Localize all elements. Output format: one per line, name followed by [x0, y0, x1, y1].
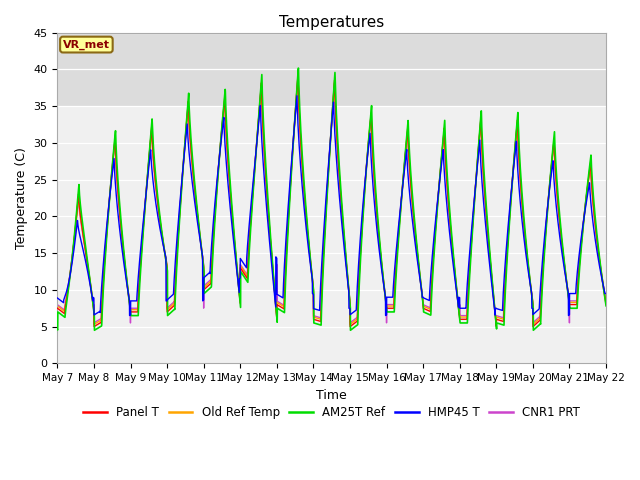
Legend: Panel T, Old Ref Temp, AM25T Ref, HMP45 T, CNR1 PRT: Panel T, Old Ref Temp, AM25T Ref, HMP45 … [79, 401, 585, 424]
HMP45 T [558, 252, 566, 257]
HMP45 T [586, 180, 593, 186]
CNR1 PRT [314, 314, 322, 320]
Line: CNR1 PRT: CNR1 PRT [58, 79, 606, 323]
CNR1 PRT [284, 217, 292, 223]
X-axis label: Time: Time [316, 389, 347, 402]
Text: VR_met: VR_met [63, 39, 110, 50]
CNR1 PRT [289, 149, 296, 155]
Panel T [294, 71, 302, 77]
Line: HMP45 T: HMP45 T [58, 96, 606, 315]
CNR1 PRT [127, 320, 134, 326]
HMP45 T [54, 295, 61, 301]
AM25T Ref [289, 156, 296, 161]
Bar [58, 33, 606, 106]
Panel T [558, 243, 566, 249]
Panel T [284, 224, 292, 229]
Old Ref Temp [294, 73, 302, 79]
Panel T [314, 318, 322, 324]
Old Ref Temp [558, 242, 566, 248]
Old Ref Temp [284, 223, 292, 228]
Panel T [602, 302, 610, 308]
Old Ref Temp [289, 154, 296, 159]
Line: Panel T: Panel T [58, 74, 606, 326]
AM25T Ref [452, 282, 460, 288]
CNR1 PRT [602, 298, 610, 304]
Old Ref Temp [54, 303, 61, 309]
Panel T [346, 324, 354, 329]
HMP45 T [314, 307, 322, 313]
Old Ref Temp [586, 170, 593, 176]
Y-axis label: Temperature (C): Temperature (C) [15, 147, 28, 249]
AM25T Ref [284, 230, 292, 236]
CNR1 PRT [452, 283, 460, 289]
AM25T Ref [586, 165, 593, 170]
CNR1 PRT [586, 170, 593, 176]
Panel T [452, 284, 460, 289]
CNR1 PRT [294, 76, 301, 82]
HMP45 T [289, 149, 296, 155]
AM25T Ref [558, 239, 566, 245]
AM25T Ref [294, 65, 302, 71]
Old Ref Temp [602, 300, 610, 305]
HMP45 T [602, 291, 610, 297]
Panel T [54, 305, 61, 311]
Title: Temperatures: Temperatures [279, 15, 385, 30]
Old Ref Temp [452, 282, 460, 288]
AM25T Ref [54, 326, 61, 332]
Panel T [289, 153, 296, 159]
HMP45 T [381, 312, 389, 318]
AM25T Ref [602, 303, 610, 309]
CNR1 PRT [558, 243, 566, 249]
HMP45 T [452, 287, 460, 292]
Old Ref Temp [346, 322, 354, 327]
Line: AM25T Ref: AM25T Ref [58, 68, 606, 330]
Line: Old Ref Temp: Old Ref Temp [58, 76, 606, 324]
CNR1 PRT [54, 302, 61, 308]
AM25T Ref [314, 322, 322, 327]
HMP45 T [293, 93, 301, 99]
Old Ref Temp [314, 316, 322, 322]
AM25T Ref [347, 327, 355, 333]
Panel T [586, 168, 593, 174]
HMP45 T [284, 208, 292, 214]
